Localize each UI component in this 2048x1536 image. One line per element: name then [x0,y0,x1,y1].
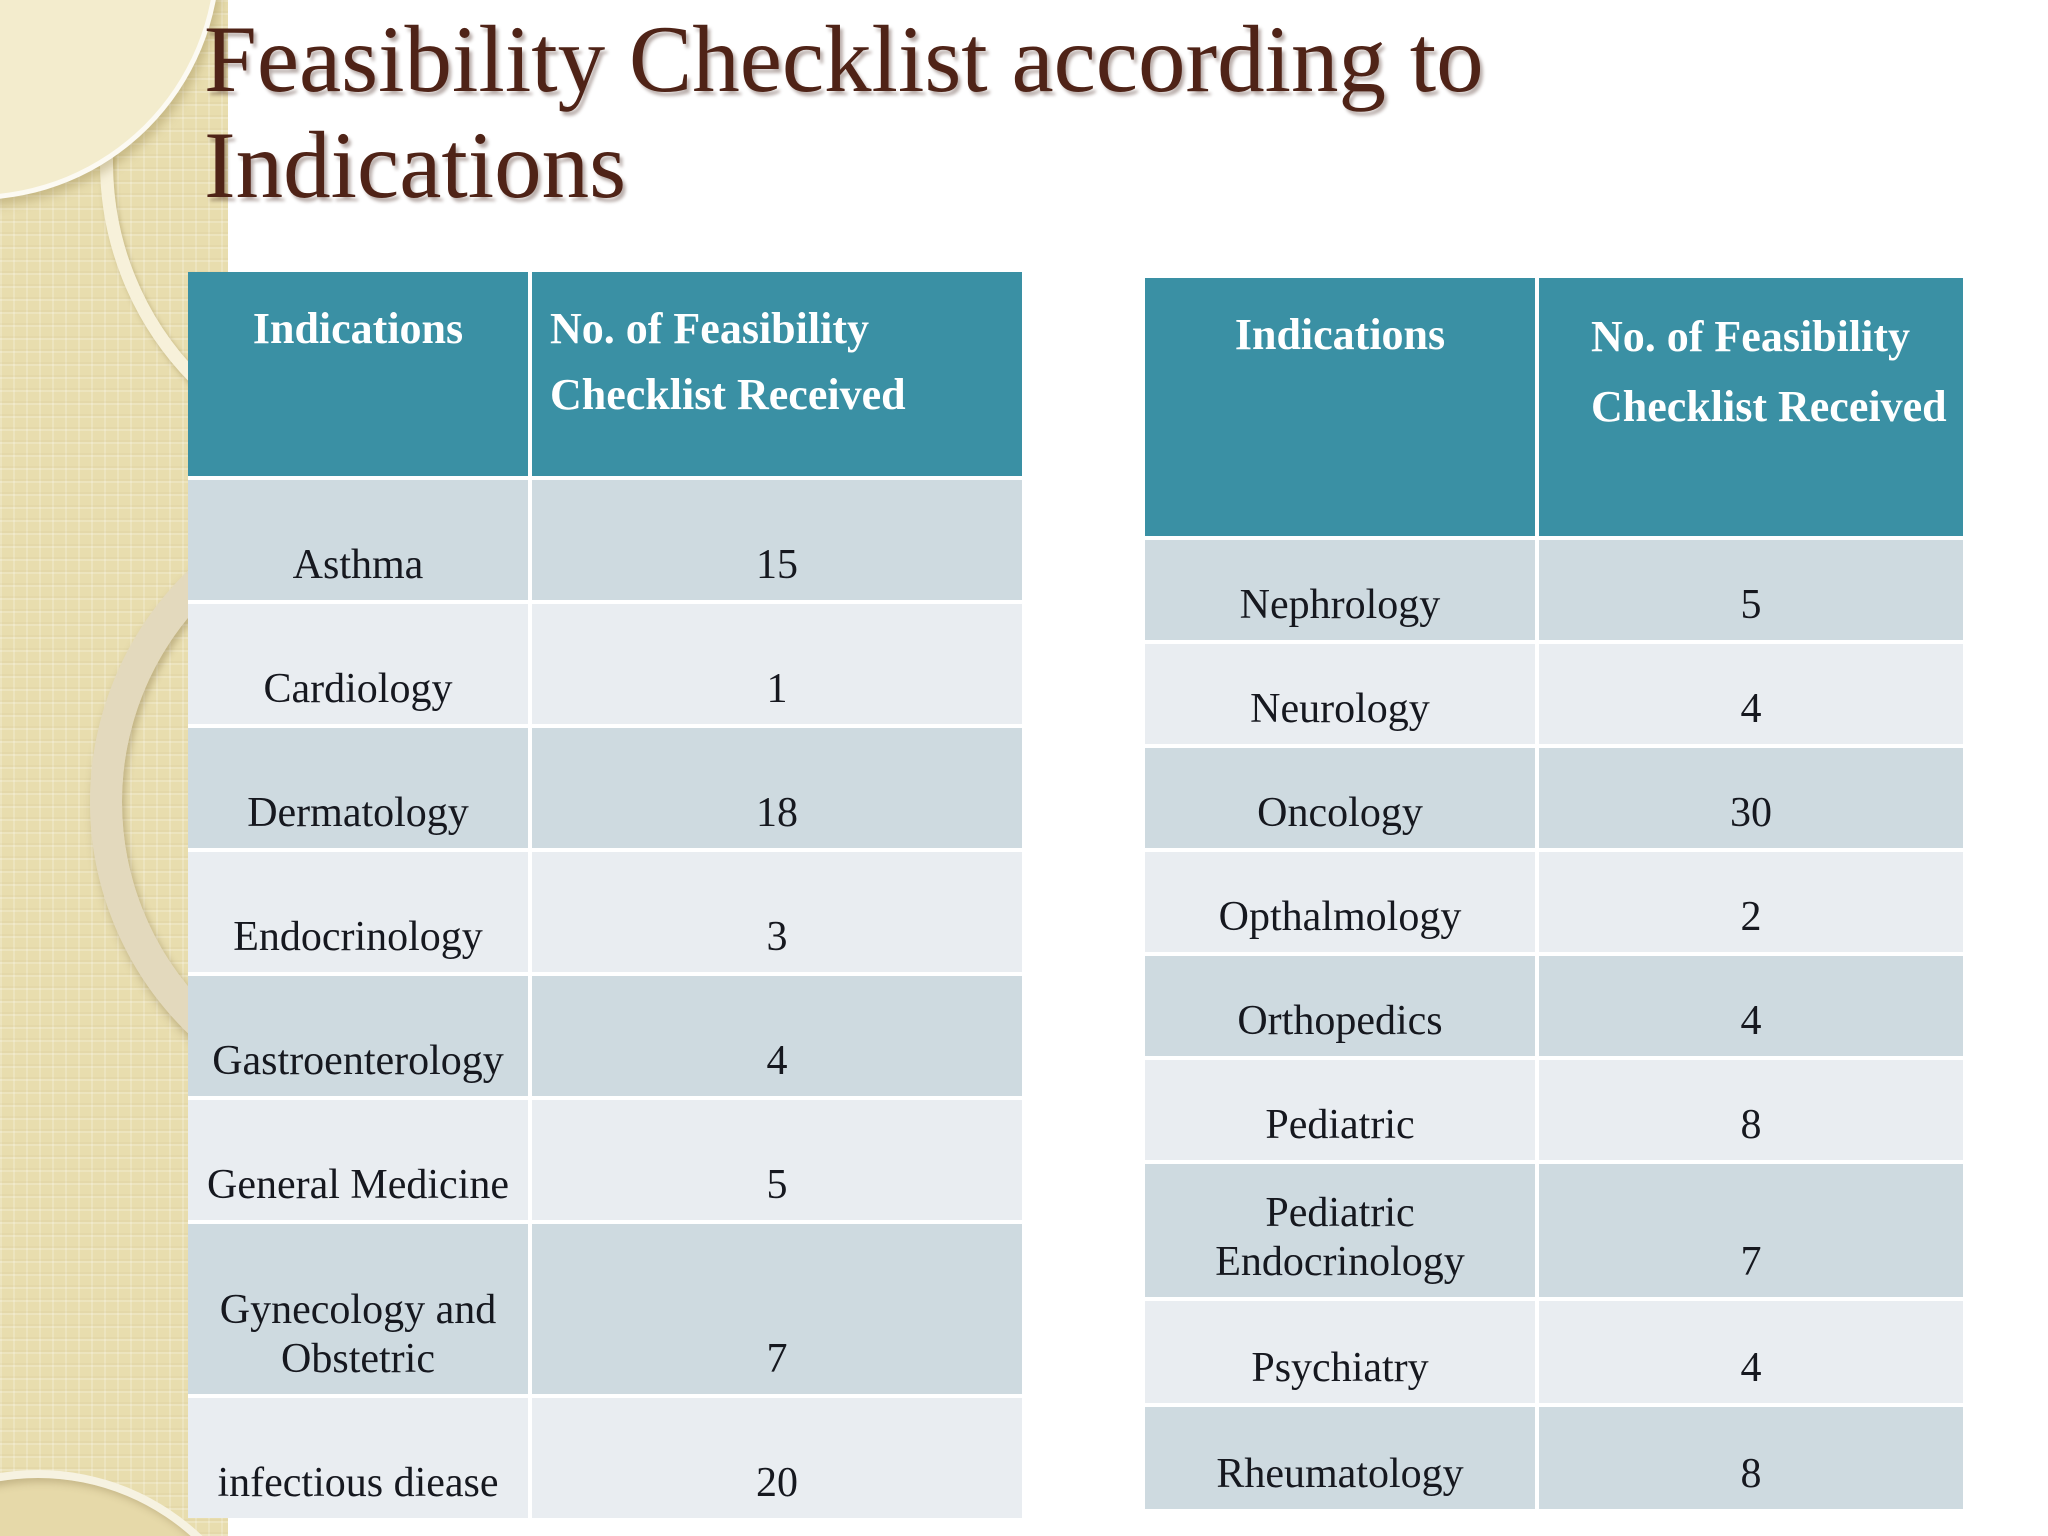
row-label: Pediatric Endocrinology [1145,1164,1535,1297]
row-label: Oncology [1145,748,1535,848]
row-label: Gastroenterology [188,976,528,1096]
row-label: Endocrinology [188,852,528,972]
row-value: 8 [1539,1407,1963,1509]
row-label: Orthopedics [1145,956,1535,1056]
row-value: 2 [1539,852,1963,952]
row-label: Gynecology and Obstetric [188,1224,528,1394]
slide-title: Feasibility Checklist according to Indic… [204,6,1964,219]
row-label: Dermatology [188,728,528,848]
row-value: 5 [1539,540,1963,640]
row-value: 4 [1539,956,1963,1056]
row-value: 4 [1539,1301,1963,1403]
row-value: 5 [532,1100,1022,1220]
row-label: Rheumatology [1145,1407,1535,1509]
row-value: 18 [532,728,1022,848]
slide-title-line2: Indications [204,112,627,219]
row-label: Psychiatry [1145,1301,1535,1403]
row-label: Opthalmology [1145,852,1535,952]
row-label: Neurology [1145,644,1535,744]
row-value: 4 [532,976,1022,1096]
slide-title-line1: Feasibility Checklist according to [204,6,1484,112]
header-cell-indications: Indications [1145,278,1535,536]
row-value: 30 [1539,748,1963,848]
row-label: Pediatric [1145,1060,1535,1160]
row-label: Asthma [188,480,528,600]
row-value: 8 [1539,1060,1963,1160]
row-label: infectious diease [188,1398,528,1518]
header-cell-indications: Indications [188,272,528,476]
right-indications-table: Indications No. of Feasibility Checklist … [1145,278,1963,1509]
row-label: General Medicine [188,1100,528,1220]
row-value: 7 [1539,1164,1963,1297]
row-value: 1 [532,604,1022,724]
row-value: 15 [532,480,1022,600]
left-indications-table: Indications No. of Feasibility Checklist … [188,272,1022,1518]
row-value: 20 [532,1398,1022,1518]
row-value: 3 [532,852,1022,972]
row-label: Cardiology [188,604,528,724]
row-value: 4 [1539,644,1963,744]
header-cell-checklist-count: No. of Feasibility Checklist Received [1539,278,1963,536]
header-cell-checklist-count: No. of Feasibility Checklist Received [532,272,1022,476]
row-value: 7 [532,1224,1022,1394]
row-label: Nephrology [1145,540,1535,640]
